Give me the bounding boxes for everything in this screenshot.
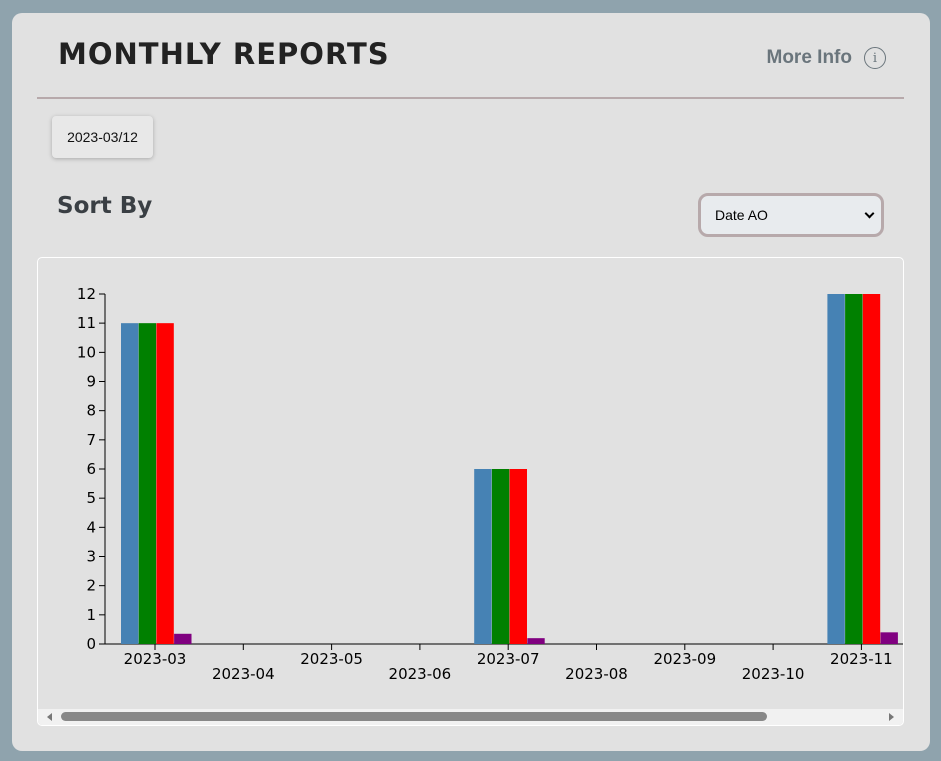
more-info-label: More Info (766, 47, 853, 68)
y-tick-label: 9 (86, 373, 96, 391)
bar (509, 469, 527, 644)
info-icon[interactable]: i (864, 47, 886, 69)
sort-by-label: Sort By (57, 193, 153, 219)
bar (174, 633, 192, 644)
y-tick-label: 3 (86, 548, 96, 566)
bar (880, 632, 898, 644)
x-tick-label: 2023-09 (653, 650, 716, 668)
x-tick-label: 2023-04 (212, 665, 275, 683)
bar (527, 638, 545, 644)
page-title: MONTHLY REPORTS (58, 37, 390, 71)
x-tick-label: 2023-07 (477, 650, 540, 668)
bar (156, 323, 174, 644)
y-tick-label: 11 (77, 314, 96, 332)
y-tick-label: 6 (86, 460, 96, 478)
y-tick-label: 2 (86, 577, 96, 595)
chevron-down-icon (864, 208, 875, 218)
x-tick-label: 2023-05 (300, 650, 363, 668)
y-tick-label: 10 (77, 343, 96, 361)
bar (862, 294, 881, 644)
more-info-link[interactable]: More Info i (766, 47, 886, 69)
bar (121, 323, 139, 644)
y-tick-label: 4 (86, 518, 96, 536)
bar-chart: 01234567891011122023-032023-042023-05202… (77, 285, 903, 683)
scroll-right-icon[interactable] (889, 713, 894, 721)
y-tick-label: 7 (86, 431, 96, 449)
sort-select[interactable]: Date AO (698, 193, 884, 237)
y-tick-label: 5 (86, 489, 96, 507)
bar (845, 294, 863, 644)
x-tick-label: 2023-11 (830, 650, 893, 668)
scrollbar-thumb[interactable] (61, 712, 767, 721)
bar (491, 469, 510, 644)
x-tick-label: 2023-06 (389, 665, 452, 683)
y-tick-label: 1 (86, 606, 96, 624)
date-chip[interactable]: 2023-03/12 (52, 116, 153, 158)
bar (474, 469, 492, 644)
header-divider (37, 97, 904, 99)
y-tick-label: 12 (77, 285, 96, 303)
x-tick-label: 2023-03 (124, 650, 187, 668)
chart-container: 0 1 2 3 4 5 6 7 8 9 10 11 12 2023-03 2023-04 2023-05 202… (37, 257, 904, 726)
x-tick-label: 2023-10 (742, 665, 805, 683)
horizontal-scrollbar[interactable] (38, 709, 903, 725)
x-tick-label: 2023-08 (565, 665, 628, 683)
y-tick-label: 8 (86, 402, 96, 420)
monthly-reports-card: MONTHLY REPORTS More Info i 2023-03/12 S… (12, 13, 930, 751)
sort-select-value: Date AO (715, 207, 768, 223)
bar (138, 323, 157, 644)
scroll-left-icon[interactable] (47, 713, 52, 721)
y-tick-label: 0 (86, 635, 96, 653)
bar (827, 294, 845, 644)
